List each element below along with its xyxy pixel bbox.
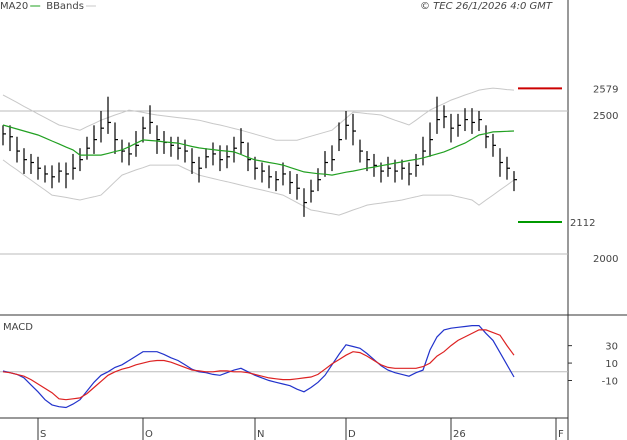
- x-tick-label: D: [348, 429, 356, 440]
- bband-upper: [2, 87, 515, 141]
- y-tick-label: 10: [605, 359, 618, 370]
- level-label: 2579: [593, 84, 618, 95]
- x-tick-label: F: [558, 429, 564, 440]
- ma20-line: [2, 124, 515, 176]
- macd-line: [2, 329, 515, 401]
- macd-line: [2, 325, 515, 409]
- x-tick-label: S: [40, 429, 46, 440]
- bband-lower: [2, 159, 515, 216]
- legend-label: MA20: [0, 1, 28, 12]
- y-tick-label: -10: [602, 377, 618, 388]
- y-tick-label: 2500: [593, 111, 618, 122]
- macd-title: MACD: [3, 322, 33, 333]
- x-tick-label: N: [257, 429, 264, 440]
- source-note: © TEC 26/1/2026 4:0 GMT: [420, 1, 553, 12]
- y-tick-label: 2000: [593, 254, 618, 265]
- x-tick-label: O: [145, 429, 153, 440]
- legend-label: BBands: [46, 1, 84, 12]
- y-tick-label: 30: [605, 342, 618, 353]
- x-tick-label: 26: [453, 429, 466, 440]
- level-label: 2112: [570, 218, 595, 229]
